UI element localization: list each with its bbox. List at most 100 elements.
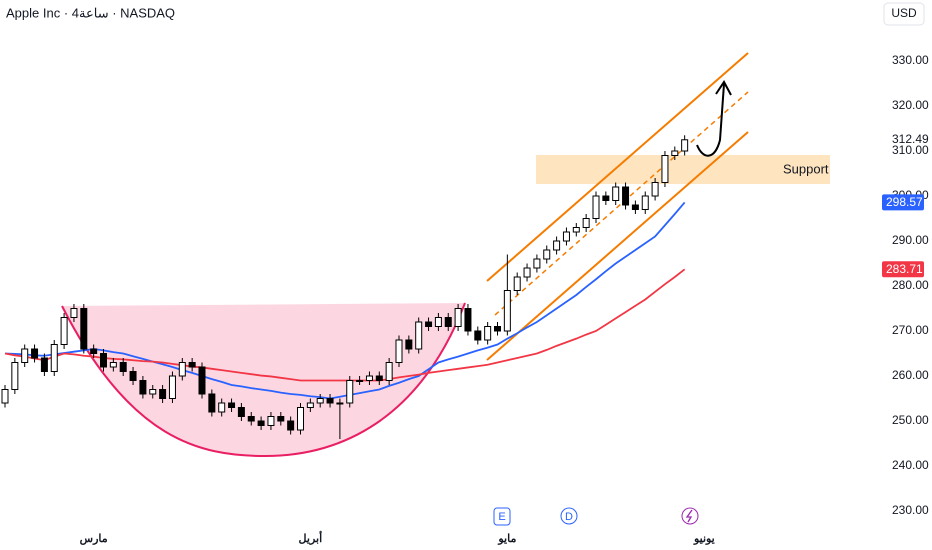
last-price-label: 312.49 xyxy=(892,132,929,146)
candle-body xyxy=(622,186,630,206)
arrow-head xyxy=(715,80,732,96)
candle-body xyxy=(208,393,216,413)
split-glyph xyxy=(685,509,693,523)
channel-middle xyxy=(494,91,749,316)
candle-body xyxy=(562,231,570,242)
y-tick-label: 330.00 xyxy=(892,53,929,67)
candle-body xyxy=(641,195,649,210)
candle-body xyxy=(346,380,354,404)
candle-body xyxy=(119,362,127,372)
dividend-icon[interactable] xyxy=(560,507,578,525)
candle-body xyxy=(297,407,304,431)
candle-body xyxy=(50,344,58,372)
drawings xyxy=(61,52,830,458)
y-tick-label: 240.00 xyxy=(892,458,929,472)
x-tick-label: يونيو xyxy=(693,533,715,545)
y-tick-label: 290.00 xyxy=(892,233,929,247)
price-tag xyxy=(882,261,924,278)
support-label: Support xyxy=(783,161,829,176)
candle-body xyxy=(631,204,639,210)
candle-body xyxy=(228,402,236,408)
candle-body xyxy=(90,348,98,354)
candle-body xyxy=(602,195,610,201)
candle-body xyxy=(533,258,541,269)
moving-average xyxy=(4,268,686,382)
candle-body xyxy=(1,389,9,404)
candle-body xyxy=(80,308,88,350)
x-tick-label: مايو xyxy=(497,533,516,545)
channel-upper xyxy=(486,52,749,282)
candle-body xyxy=(129,371,137,381)
candle-body xyxy=(149,389,157,395)
candle-body xyxy=(365,375,373,381)
candle-body xyxy=(651,182,659,197)
candle-body xyxy=(188,362,196,368)
earnings-icon[interactable] xyxy=(493,507,511,526)
candle-body xyxy=(247,416,255,422)
candle-body xyxy=(237,407,245,417)
candle-body xyxy=(503,290,511,332)
candle-body xyxy=(513,276,521,291)
cup-curve xyxy=(61,302,466,458)
split-icon[interactable] xyxy=(681,507,699,525)
currency-label[interactable]: USD xyxy=(891,6,917,20)
price-tag xyxy=(882,194,924,211)
candle-body xyxy=(444,317,452,327)
y-tick-label: 250.00 xyxy=(892,413,929,427)
candle-body xyxy=(425,321,433,327)
cup-fill xyxy=(62,303,465,456)
candle-body xyxy=(31,348,39,359)
candle-body xyxy=(60,317,68,345)
candle-body xyxy=(395,339,403,363)
candle-body xyxy=(40,357,48,372)
candle-body xyxy=(572,227,580,233)
candle-body xyxy=(267,416,275,426)
x-tick-label: أبريل xyxy=(299,531,323,545)
y-tick-label: 230.00 xyxy=(892,503,929,517)
candle-body xyxy=(326,398,334,404)
candle-body xyxy=(612,186,620,201)
chart-title: Apple Inc · 4ساعة · NASDAQ xyxy=(6,5,175,20)
price-tag-label: 298.57 xyxy=(886,195,923,209)
candle-body xyxy=(543,249,551,260)
candle-body xyxy=(257,420,265,426)
y-tick-label: 280.00 xyxy=(892,278,929,292)
support-zone xyxy=(536,155,830,184)
candle-body xyxy=(70,308,78,318)
candle-body xyxy=(592,195,600,219)
candle-body xyxy=(484,326,492,341)
candle-body xyxy=(415,321,423,350)
y-tick-label: 320.00 xyxy=(892,98,929,112)
candle-body xyxy=(168,375,176,399)
candle-body xyxy=(316,398,324,404)
candle-body xyxy=(553,240,561,251)
currency-button[interactable] xyxy=(883,2,925,26)
candle-body xyxy=(671,150,679,156)
x-tick-label: مارس xyxy=(80,533,108,545)
y-tick-label: 270.00 xyxy=(892,323,929,337)
candle-body xyxy=(681,139,689,152)
arrow xyxy=(696,83,725,157)
candle-body xyxy=(306,402,314,408)
candle-body xyxy=(11,362,19,390)
candle-body xyxy=(454,308,462,327)
candle-body xyxy=(385,362,393,381)
candle-body xyxy=(474,330,482,341)
candle-body xyxy=(218,402,226,413)
candle-body xyxy=(582,218,590,228)
candle-body xyxy=(277,416,285,422)
candle-body xyxy=(21,348,29,363)
candle-body xyxy=(178,362,186,377)
plot xyxy=(1,135,689,439)
y-tick-label: 310.00 xyxy=(892,143,929,157)
candle-body xyxy=(109,362,117,368)
dividend-label[interactable]: D xyxy=(565,511,573,523)
earnings-label[interactable]: E xyxy=(498,511,505,523)
candle-body xyxy=(494,326,501,332)
candle-body xyxy=(405,339,413,350)
price-tag-label: 283.71 xyxy=(886,262,923,276)
candle-body xyxy=(287,420,295,431)
candle-body xyxy=(198,366,206,395)
y-tick-label: 260.00 xyxy=(892,368,929,382)
